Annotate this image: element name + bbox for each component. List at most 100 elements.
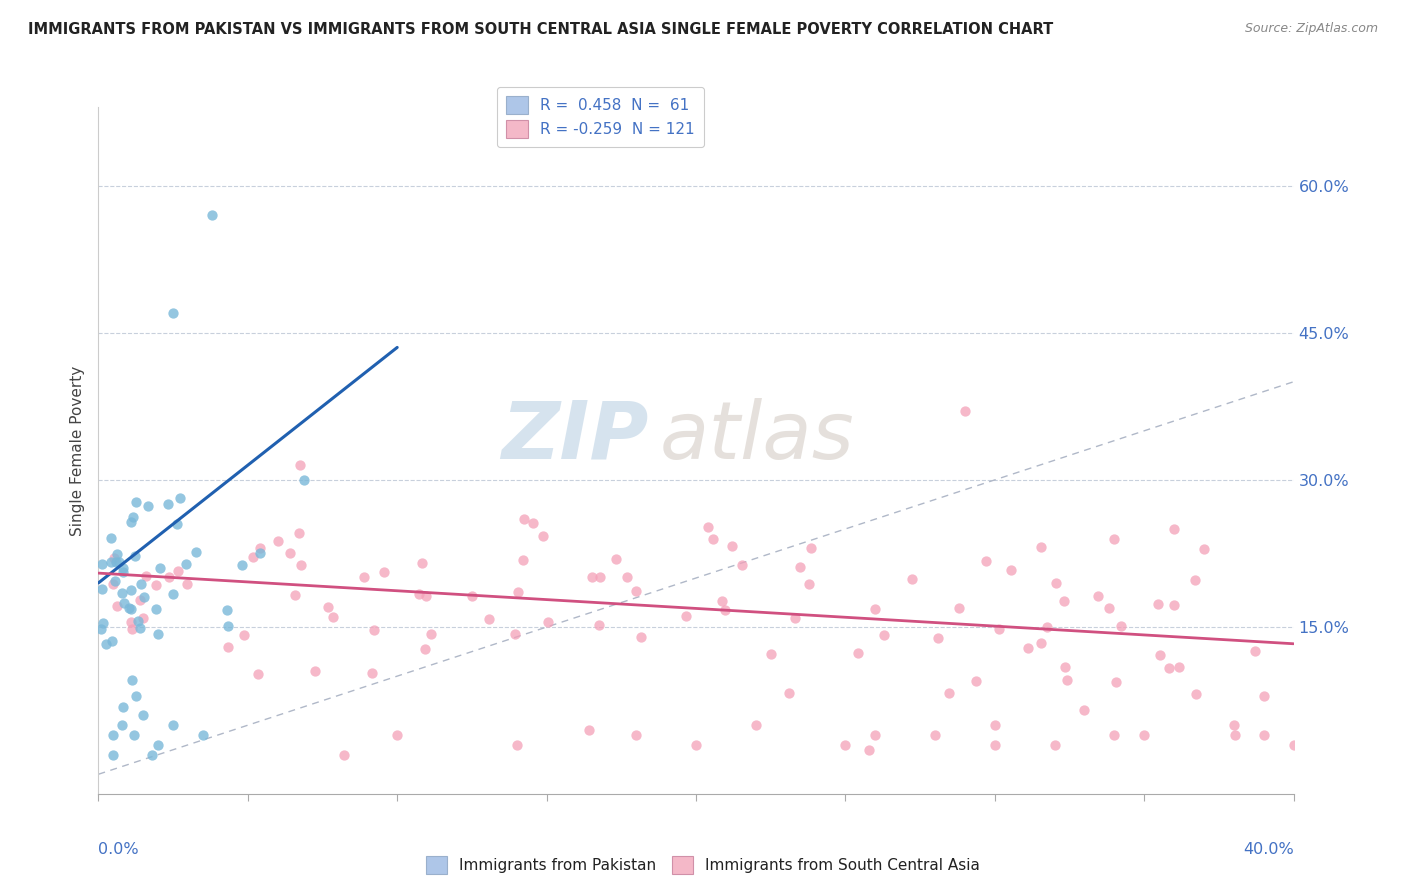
Point	[186, 545, 208, 559]
Point	[169, 491, 191, 505]
Point	[675, 608, 697, 623]
Point	[759, 647, 782, 661]
Point	[249, 541, 271, 555]
Point	[1147, 598, 1170, 612]
Point	[91, 558, 114, 572]
Point	[91, 615, 114, 630]
Point	[156, 497, 179, 511]
Point	[101, 577, 124, 591]
Point	[987, 622, 1010, 636]
Point	[702, 533, 724, 547]
Point	[1133, 728, 1156, 742]
Point	[834, 738, 856, 752]
Point	[630, 630, 652, 644]
Point	[121, 622, 143, 636]
Point	[217, 640, 239, 655]
Point	[778, 686, 800, 700]
Point	[1244, 644, 1267, 658]
Point	[589, 569, 612, 583]
Point	[901, 572, 924, 586]
Point	[101, 634, 124, 648]
Point	[146, 627, 169, 641]
Point	[121, 602, 143, 616]
Point	[789, 559, 811, 574]
Point	[217, 603, 239, 617]
Point	[121, 673, 143, 688]
Point	[112, 560, 135, 574]
Point	[278, 546, 301, 560]
Point	[1159, 661, 1181, 675]
Point	[710, 594, 733, 608]
Point	[157, 570, 180, 584]
Point	[1223, 728, 1246, 742]
Point	[1185, 687, 1208, 701]
Point	[217, 619, 239, 633]
Point	[1104, 532, 1126, 546]
Point	[408, 587, 430, 601]
Point	[120, 515, 142, 529]
Point	[1109, 618, 1132, 632]
Point	[118, 601, 141, 615]
Point	[1253, 728, 1275, 742]
Point	[1056, 673, 1078, 688]
Point	[363, 623, 385, 637]
Point	[1149, 648, 1171, 662]
Point	[1097, 600, 1119, 615]
Point	[167, 564, 190, 578]
Point	[134, 591, 156, 605]
Point	[360, 666, 382, 681]
Point	[721, 539, 744, 553]
Point	[873, 628, 896, 642]
Point	[292, 473, 315, 487]
Point	[91, 582, 114, 596]
Point	[624, 583, 647, 598]
Point	[783, 610, 806, 624]
Point	[745, 718, 768, 732]
Point	[148, 561, 170, 575]
Point	[924, 728, 946, 742]
Point	[105, 547, 128, 561]
Point	[103, 728, 125, 742]
Point	[128, 592, 150, 607]
Point	[938, 686, 960, 700]
Point	[505, 627, 527, 641]
Point	[249, 546, 271, 560]
Point	[865, 728, 887, 742]
Point	[135, 569, 157, 583]
Point	[1029, 540, 1052, 554]
Text: 0.0%: 0.0%	[98, 842, 139, 857]
Point	[105, 599, 128, 613]
Point	[136, 499, 159, 513]
Point	[162, 306, 184, 320]
Point	[605, 551, 627, 566]
Point	[231, 558, 253, 573]
Point	[974, 554, 997, 568]
Point	[132, 708, 155, 723]
Point	[111, 718, 134, 732]
Point	[385, 728, 409, 742]
Point	[111, 565, 134, 579]
Point	[94, 637, 117, 651]
Point	[1184, 574, 1206, 588]
Point	[1105, 675, 1128, 690]
Point	[191, 728, 214, 742]
Point	[1000, 564, 1022, 578]
Point	[112, 699, 135, 714]
Point	[1045, 576, 1067, 591]
Point	[107, 556, 129, 570]
Point	[537, 615, 560, 629]
Point	[141, 747, 163, 762]
Text: atlas: atlas	[661, 398, 855, 475]
Point	[201, 208, 224, 222]
Point	[1043, 738, 1066, 752]
Point	[290, 558, 312, 572]
Point	[120, 615, 142, 629]
Point	[103, 551, 125, 566]
Point	[1192, 541, 1215, 556]
Point	[162, 718, 184, 732]
Point	[588, 618, 610, 632]
Point	[124, 728, 146, 742]
Point	[1073, 703, 1095, 717]
Point	[267, 533, 290, 548]
Legend: R =  0.458  N =  61, R = -0.259  N = 121: R = 0.458 N = 61, R = -0.259 N = 121	[498, 87, 703, 147]
